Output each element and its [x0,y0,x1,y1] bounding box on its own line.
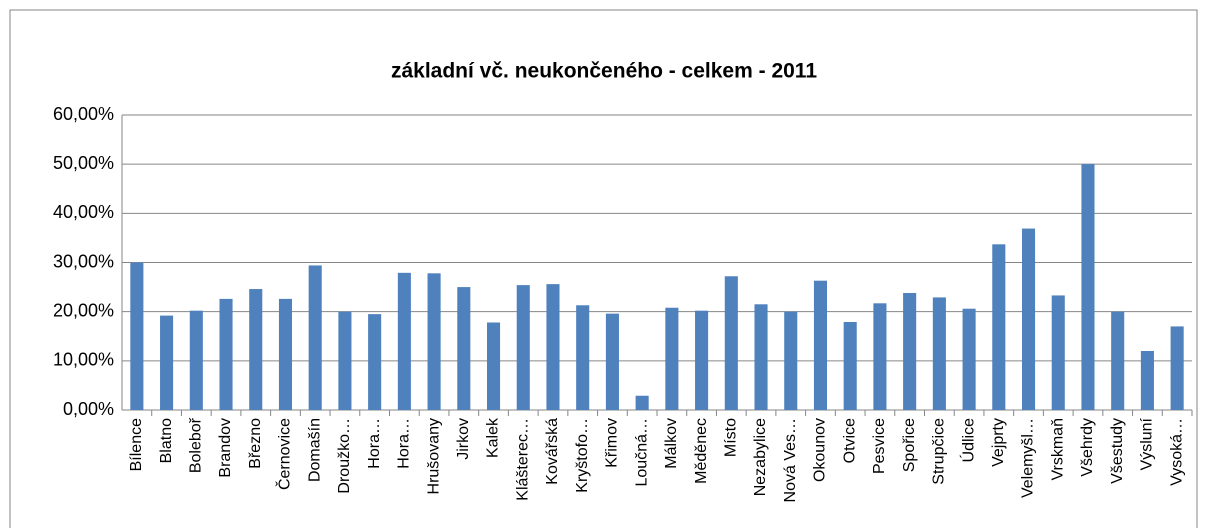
bar [665,307,679,410]
x-tick-label: Strupčice [931,418,948,485]
y-tick-label: 40,00% [53,202,114,222]
x-tick-label: Okounov [812,418,829,482]
bar [516,285,530,410]
x-tick-label: Droužko… [336,418,353,494]
x-tick-label: Křimov [604,418,621,468]
bar [1170,326,1184,410]
bar [635,395,649,410]
x-tick-label: Boleboř [188,417,205,473]
bar [903,292,917,410]
x-tick-label: Blatno [158,418,175,463]
x-tick-label: Údlice [958,418,977,463]
bar [486,322,501,410]
bar [1111,311,1125,410]
x-tick-label: Nová Ves… [782,418,799,502]
bar [427,273,441,410]
bar [278,298,293,410]
x-tick-label: Kalek [485,417,502,458]
bar [160,315,174,410]
x-tick-label: Jirkov [455,418,472,460]
x-tick-label: Kryštofo… [574,418,591,493]
bar [695,310,709,410]
x-tick-label: Měděnec [693,418,710,484]
bar [338,311,352,410]
x-tick-label: Všestudy [1109,418,1126,484]
x-tick-label: Loučná… [633,418,650,487]
x-tick-label: Brandov [217,418,234,478]
y-tick-label: 60,00% [53,104,114,124]
bar [308,265,322,410]
x-tick-label: Hrušovany [425,418,442,494]
y-tick-label: 0,00% [63,399,114,419]
x-tick-label: Vejprty [990,418,1007,467]
bar [457,287,471,410]
bar [605,313,619,410]
bar [546,284,560,410]
x-tick-label: Výsluní [1139,417,1156,470]
x-tick-label: Klášterec… [514,418,531,501]
bar [873,303,887,410]
x-tick-label: Velemyšl… [1020,418,1037,498]
chart-title: základní vč. neukončeného - celkem - 201… [391,60,817,83]
bar [992,244,1006,410]
bar [1081,164,1095,410]
x-tick-label: Otvice [841,418,858,463]
x-tick-label: Místo [723,418,740,457]
bar [219,298,233,410]
x-tick-label: Domašín [306,418,323,482]
x-tick-label: Všehrdy [1079,418,1096,477]
x-tick-label: Nezabylice [752,418,769,496]
bar [1051,295,1065,410]
x-tick-label: Hora… [366,418,383,469]
bar [368,314,382,410]
y-tick-label: 50,00% [53,153,114,173]
bar [962,308,976,410]
x-tick-label: Kovářská [544,418,561,485]
x-tick-label: Málkov [663,418,680,469]
bar [843,321,857,410]
x-tick-label: Vysoká… [1168,418,1185,486]
x-tick-label: Spořice [901,418,918,472]
x-tick-label: Černovice [275,418,294,490]
bar [754,304,768,410]
bar [724,276,738,410]
bar [813,280,828,410]
bar [1140,351,1154,410]
x-tick-label: Pesvice [871,418,888,474]
bar [784,311,798,410]
bar [576,305,590,410]
x-tick-label: Hora… [396,418,413,469]
bar [249,289,263,410]
bar [130,262,144,410]
y-tick-label: 30,00% [53,251,114,271]
x-tick-label: Vrskmaň [1049,418,1066,481]
bar [189,310,203,410]
y-tick-label: 20,00% [53,300,114,320]
x-tick-label: Březno [247,418,264,469]
bar [1021,228,1036,410]
x-tick-label: Bílence [128,418,145,471]
bar [397,272,411,410]
y-tick-label: 10,00% [53,350,114,370]
bar [932,297,946,410]
